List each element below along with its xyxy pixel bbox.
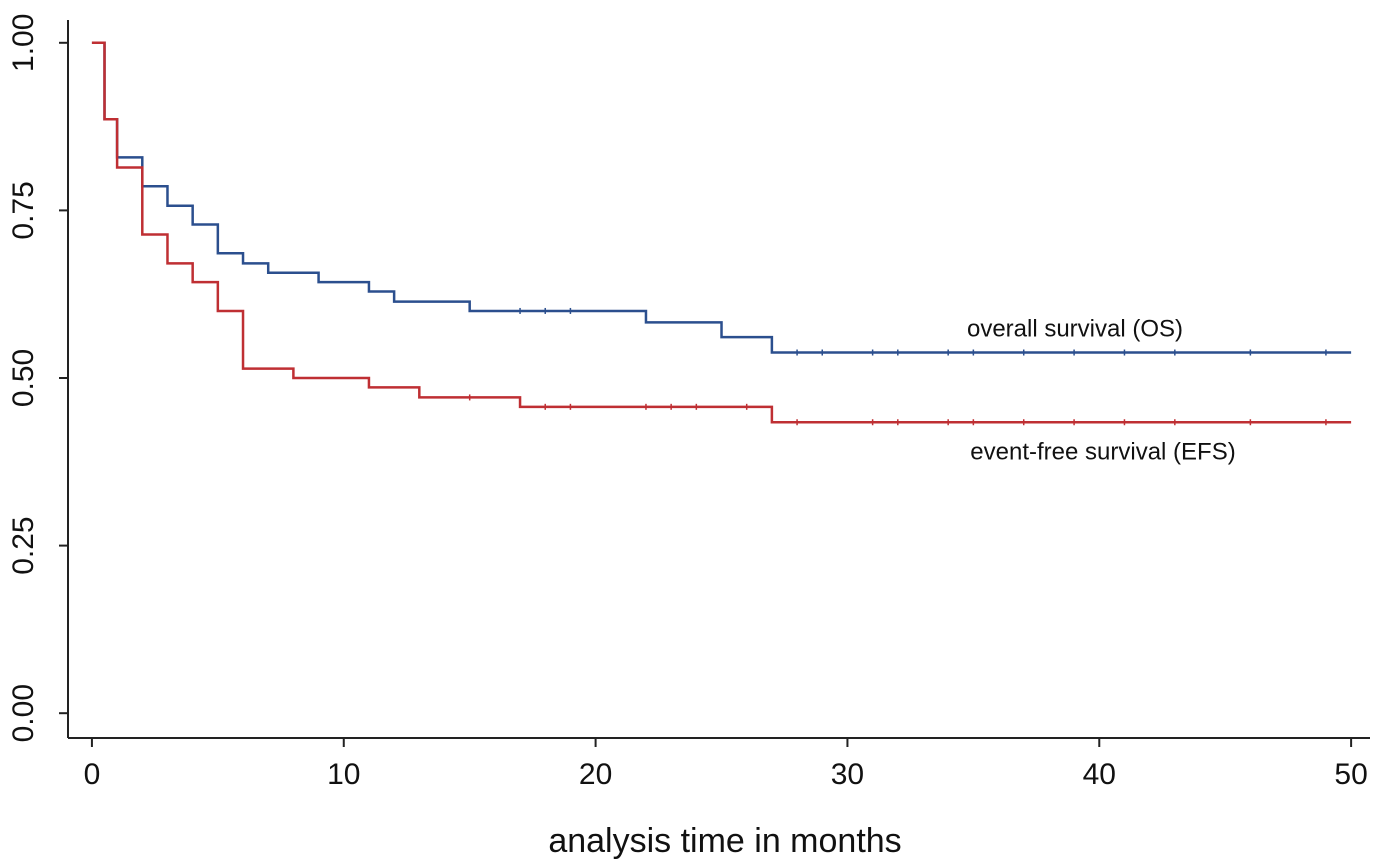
x-tick-label: 0	[84, 758, 101, 791]
survival-curve	[91, 41, 1352, 354]
y-tick-label: 0.25	[7, 516, 40, 574]
x-tick-label: 40	[1083, 758, 1116, 791]
y-tick-label: 0.50	[7, 349, 40, 407]
series-label: event-free survival (EFS)	[970, 438, 1235, 465]
x-tick-label: 10	[327, 758, 360, 791]
x-axis-label: analysis time in months	[548, 822, 901, 860]
x-tick-label: 50	[1334, 758, 1367, 791]
x-tick-label: 20	[579, 758, 612, 791]
x-tick-label: 30	[831, 758, 864, 791]
series-label: overall survival (OS)	[967, 315, 1183, 342]
y-tick-label: 1.00	[7, 14, 40, 72]
y-tick-label: 0.00	[7, 684, 40, 742]
y-tick-label: 0.75	[7, 181, 40, 239]
survival-curve	[91, 41, 1352, 424]
